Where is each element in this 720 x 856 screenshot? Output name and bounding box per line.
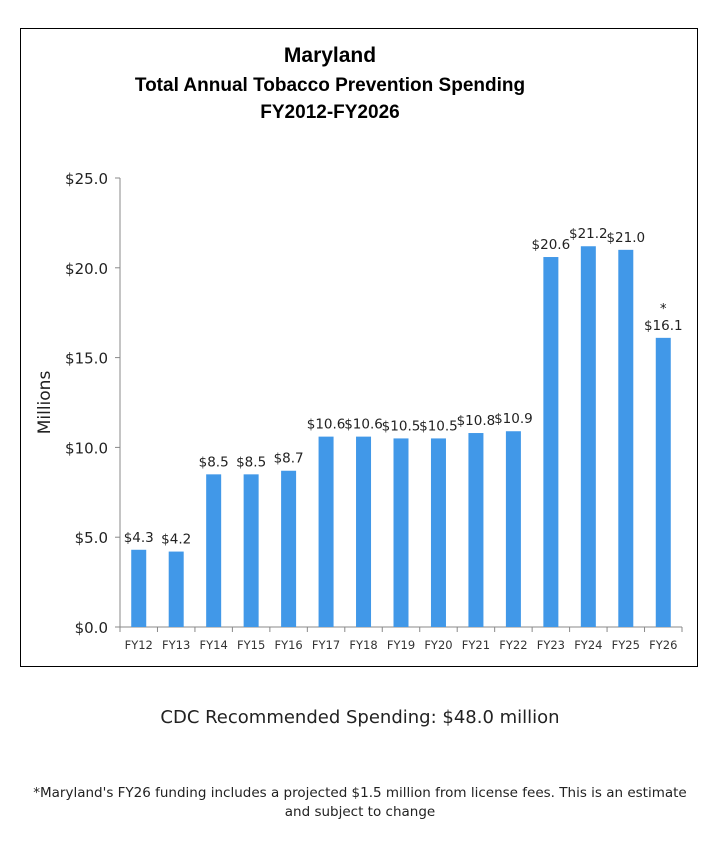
x-tick-label: FY16 <box>274 638 302 652</box>
bar-fy12 <box>131 549 147 627</box>
bar-fy23 <box>543 257 559 627</box>
data-label: $10.5 <box>382 418 421 434</box>
data-label: $8.5 <box>199 454 229 470</box>
bar-fy17 <box>318 436 334 627</box>
x-tick-label: FY21 <box>462 638 490 652</box>
data-label: $20.6 <box>532 237 571 253</box>
y-tick-label: $15.0 <box>65 350 108 368</box>
x-tick-label: FY20 <box>424 638 452 652</box>
x-tick-label: FY26 <box>649 638 677 652</box>
x-tick-label: FY23 <box>537 638 565 652</box>
data-label: $10.9 <box>494 411 533 427</box>
y-tick-label: $25.0 <box>65 170 108 188</box>
chart-subtitle-years: FY2012-FY2026 <box>260 102 400 123</box>
bar-fy18 <box>356 436 372 627</box>
y-tick-label: $10.0 <box>65 439 108 457</box>
y-tick-label: $0.0 <box>75 619 108 637</box>
bar-fy13 <box>168 551 184 627</box>
x-tick-label: FY14 <box>200 638 228 652</box>
data-label: $8.7 <box>274 451 304 467</box>
bar-fy19 <box>393 438 409 627</box>
bar-fy26 <box>655 337 671 627</box>
x-tick-label: FY13 <box>162 638 190 652</box>
y-axis-label: Millions <box>35 371 55 435</box>
chart-frame <box>20 28 698 667</box>
x-tick-label: FY18 <box>349 638 377 652</box>
chart-subtitle: Total Annual Tobacco Prevention Spending <box>134 75 526 96</box>
cdc-recommended-spending: CDC Recommended Spending: $48.0 million <box>160 707 560 728</box>
data-label: $10.8 <box>457 413 496 429</box>
bar-fy20 <box>430 438 446 627</box>
bar-fy24 <box>580 246 596 628</box>
x-tick-label: FY24 <box>574 638 602 652</box>
data-label: $10.6 <box>307 417 346 433</box>
chart-title: Maryland <box>283 44 377 67</box>
y-tick-label: $20.0 <box>65 260 108 278</box>
x-tick-label: FY12 <box>125 638 153 652</box>
x-tick-label: FY15 <box>237 638 265 652</box>
bar-fy16 <box>281 470 297 627</box>
x-tick-label: FY25 <box>612 638 640 652</box>
x-tick-label: FY17 <box>312 638 340 652</box>
bar-fy22 <box>505 431 521 627</box>
bar-fy25 <box>618 249 634 627</box>
data-label: $16.1 <box>644 318 683 334</box>
data-label: $10.5 <box>419 418 458 434</box>
data-label: $21.2 <box>569 226 608 242</box>
y-tick-label: $5.0 <box>75 529 108 547</box>
bar-fy14 <box>206 474 222 627</box>
data-label: $10.6 <box>344 417 383 433</box>
bar-fy21 <box>468 433 484 627</box>
data-label: $4.3 <box>124 530 154 546</box>
bar-fy15 <box>243 474 259 627</box>
footnote: *Maryland's FY26 funding includes a proj… <box>33 785 687 820</box>
data-label: $21.0 <box>606 230 645 246</box>
data-label: $4.2 <box>161 532 191 548</box>
x-tick-label: FY22 <box>499 638 527 652</box>
data-label: $8.5 <box>236 454 266 470</box>
asterisk-annotation: * <box>660 302 667 317</box>
x-tick-label: FY19 <box>387 638 415 652</box>
